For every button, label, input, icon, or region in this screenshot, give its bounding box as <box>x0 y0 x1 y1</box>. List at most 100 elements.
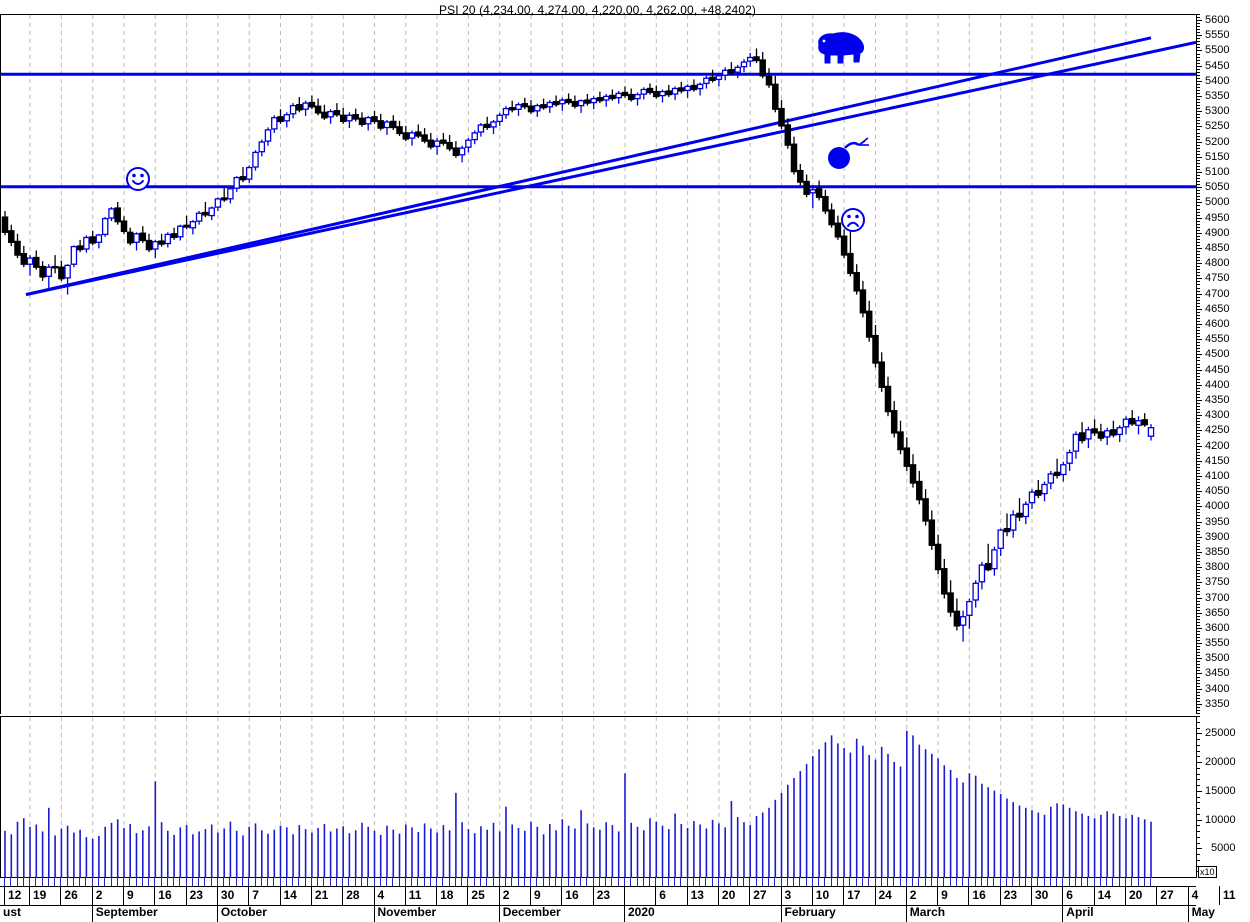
price-axis[interactable]: 5600 5550 5500 5450 5400 5350 5300 5250 5200 5150… <box>1196 14 1250 714</box>
date-month-cell[interactable]: October <box>216 905 374 922</box>
date-week-cell[interactable]: 28 <box>342 886 373 905</box>
date-week-cell[interactable]: 4 <box>1187 886 1198 905</box>
price-minor-tick <box>1196 196 1200 198</box>
price-minor-tick <box>1196 41 1200 43</box>
price-minor-tick <box>1196 284 1200 286</box>
price-minor-tick <box>1196 299 1200 301</box>
date-week-label: 9 <box>127 888 134 902</box>
price-tick-label: 4600 <box>1205 317 1230 330</box>
candlestick <box>58 260 65 281</box>
price-tick-label: 5600 <box>1205 14 1230 27</box>
candlestick <box>483 116 491 130</box>
date-week-cell[interactable]: 6 <box>655 886 686 905</box>
price-tick-mark <box>1196 627 1202 629</box>
date-month-cell[interactable]: December <box>498 905 624 922</box>
date-week-cell[interactable]: 25 <box>467 886 498 905</box>
date-week-cell[interactable]: 12 <box>4 886 29 905</box>
volume-pane[interactable] <box>0 716 1196 878</box>
date-day-tick <box>1118 878 1120 886</box>
date-week-cell[interactable]: 2 <box>498 886 530 905</box>
price-minor-tick <box>1196 694 1200 696</box>
date-week-cell[interactable]: 16 <box>968 886 999 905</box>
smiley-sad-icon[interactable] <box>841 208 865 232</box>
date-month-cell[interactable]: May <box>1187 905 1215 922</box>
date-month-cell[interactable]: ust <box>0 905 92 922</box>
upper-rising-trendline[interactable] <box>25 36 1152 297</box>
date-week-cell[interactable]: 23 <box>185 886 217 905</box>
price-minor-tick <box>1196 53 1200 55</box>
date-week-cell[interactable]: 4 <box>373 886 405 905</box>
volume-minor-tick <box>1196 785 1200 786</box>
date-week-cell[interactable]: 27 <box>1156 886 1174 905</box>
date-month-cell[interactable]: April <box>1062 905 1196 922</box>
date-week-cell[interactable]: 16 <box>561 886 592 905</box>
date-day-tick <box>649 878 650 886</box>
date-week-cell[interactable]: 14 <box>279 886 311 905</box>
date-week-label: 19 <box>33 888 47 902</box>
price-minor-tick <box>1196 664 1200 666</box>
date-month-label: March <box>909 905 946 919</box>
price-tick-mark <box>1196 20 1202 22</box>
date-day-tick <box>880 878 882 886</box>
date-week-label: 16 <box>158 888 172 902</box>
date-week-cell[interactable]: 9 <box>123 886 154 905</box>
bomb-icon[interactable] <box>828 137 869 169</box>
date-week-cell[interactable]: 2 <box>905 886 937 905</box>
date-axis[interactable]: 12 19 26 2 9 16 23 30 7 14 21 28 4 11 18 25 2 9 16 23 6 13 20 2… <box>0 878 1236 922</box>
date-week-cell[interactable]: 27 <box>749 886 780 905</box>
bear-icon[interactable] <box>818 32 864 64</box>
date-month-cell[interactable]: September <box>91 905 217 922</box>
date-week-cell[interactable]: 24 <box>874 886 906 905</box>
date-week-cell[interactable]: 3 <box>780 886 812 905</box>
date-day-tick <box>1012 878 1014 886</box>
date-week-cell[interactable]: 18 <box>436 886 467 905</box>
date-week-cell[interactable]: 11 <box>1218 886 1236 905</box>
date-week-cell[interactable]: 30 <box>1031 886 1062 905</box>
price-tick-label: 3550 <box>1205 637 1230 650</box>
date-day-tick <box>223 878 225 886</box>
candlestick <box>1003 513 1011 537</box>
date-week-cell[interactable]: 23 <box>592 886 624 905</box>
date-week-cell[interactable]: 2 <box>91 886 123 905</box>
date-week-cell[interactable]: 23 <box>999 886 1031 905</box>
candlestick <box>922 489 929 526</box>
price-minor-tick <box>1196 99 1200 101</box>
date-day-tick <box>429 878 431 886</box>
date-week-cell[interactable]: 7 <box>248 886 279 905</box>
date-week-label: 24 <box>878 888 892 902</box>
date-week-cell[interactable]: 6 <box>1062 886 1093 905</box>
date-week-cell[interactable]: 13 <box>686 886 718 905</box>
date-month-cell[interactable]: March <box>905 905 1063 922</box>
date-week-cell[interactable]: 30 <box>216 886 248 905</box>
date-month-cell[interactable]: 2020 <box>624 905 781 922</box>
date-week-cell[interactable]: 9 <box>530 886 561 905</box>
date-week-cell[interactable]: 17 <box>843 886 874 905</box>
date-week-cell[interactable]: 9 <box>937 886 968 905</box>
date-week-cell[interactable]: 20 <box>717 886 749 905</box>
date-week-cell[interactable]: 19 <box>29 886 60 905</box>
lower-rising-trendline[interactable] <box>25 40 1196 297</box>
volume-axis[interactable]: 25000 20000 15000 10000 5000 <box>1196 716 1250 878</box>
date-day-tick <box>987 878 989 886</box>
date-week-label: 9 <box>941 888 948 902</box>
date-week-cell[interactable] <box>624 886 655 905</box>
date-month-cell[interactable]: February <box>780 905 906 922</box>
date-week-cell[interactable]: 14 <box>1093 886 1125 905</box>
candlestick <box>1110 420 1117 438</box>
price-pane[interactable] <box>0 14 1196 714</box>
date-week-cell[interactable]: 21 <box>310 886 342 905</box>
date-week-cell[interactable]: 16 <box>154 886 185 905</box>
smiley-happy-icon[interactable] <box>126 167 150 191</box>
date-week-cell[interactable]: 26 <box>60 886 91 905</box>
date-week-cell[interactable]: 10 <box>811 886 843 905</box>
date-month-cell[interactable]: November <box>373 905 499 922</box>
date-week-cell[interactable]: 11 <box>404 886 436 905</box>
candlestick <box>189 220 197 235</box>
date-day-tick <box>329 878 331 886</box>
date-week-cell[interactable]: 20 <box>1125 886 1150 905</box>
candlestick <box>1060 461 1067 482</box>
price-tick-mark <box>1196 141 1202 143</box>
date-day-tick <box>1043 878 1045 886</box>
candlestick <box>333 103 341 117</box>
price-minor-tick <box>1196 488 1200 490</box>
